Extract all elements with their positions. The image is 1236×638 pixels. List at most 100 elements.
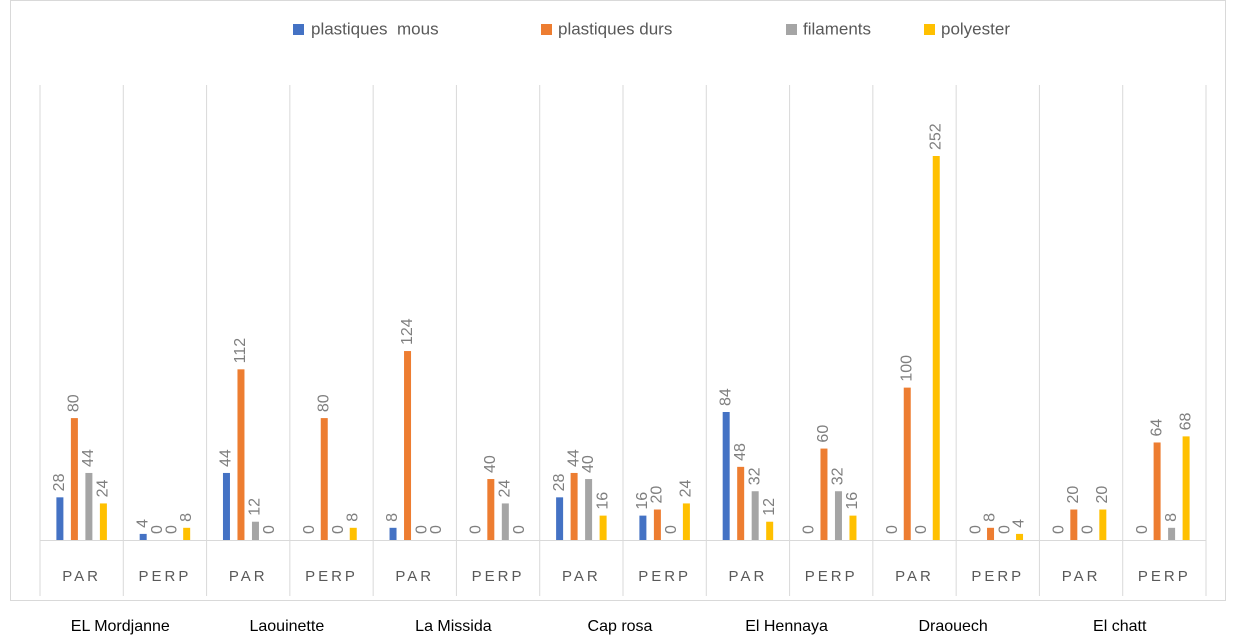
data-label: 4 <box>134 519 151 528</box>
legend-label: filaments <box>803 19 871 38</box>
data-label: 60 <box>815 425 832 443</box>
data-label: 0 <box>1080 525 1097 534</box>
data-label: 20 <box>1094 486 1111 504</box>
data-label: 0 <box>330 525 347 534</box>
bar <box>653 509 661 540</box>
data-label: 4 <box>1011 519 1028 528</box>
data-label: 24 <box>497 480 514 498</box>
group-label: El chatt <box>1093 618 1147 635</box>
group-label: Draouech <box>918 618 987 635</box>
data-label: 24 <box>678 480 695 498</box>
data-label: 0 <box>163 525 180 534</box>
group-label: La Missida <box>415 618 492 635</box>
data-label: 16 <box>594 492 611 510</box>
bar <box>903 387 911 540</box>
group-label: EL Mordjanne <box>71 618 170 635</box>
data-label: 0 <box>913 525 930 534</box>
data-label: 8 <box>982 513 999 522</box>
data-label: 0 <box>511 525 528 534</box>
x-tick-label: PAR <box>895 568 934 585</box>
data-label: 100 <box>898 355 915 382</box>
x-tick-label: PERP <box>472 568 525 585</box>
bar <box>766 521 774 540</box>
data-label: 20 <box>649 486 666 504</box>
bar <box>599 515 607 540</box>
data-label: 0 <box>1051 525 1068 534</box>
data-label: 0 <box>967 525 984 534</box>
bar <box>501 503 509 540</box>
bar <box>639 515 647 540</box>
bar <box>834 491 842 540</box>
bar <box>1168 527 1176 540</box>
bar <box>1182 436 1190 540</box>
bar <box>722 412 730 540</box>
data-label: 0 <box>663 525 680 534</box>
group-label: Cap rosa <box>588 618 653 635</box>
bar <box>237 369 245 540</box>
data-label: 0 <box>413 525 430 534</box>
group-label: Laouinette <box>249 618 324 635</box>
legend-label: polyester <box>941 19 1010 38</box>
data-label: 80 <box>66 394 83 412</box>
data-label: 0 <box>149 525 166 534</box>
data-label: 8 <box>344 513 361 522</box>
x-tick-label: PAR <box>395 568 434 585</box>
bar <box>320 418 328 540</box>
bar <box>251 521 259 540</box>
x-tick-label: PERP <box>638 568 691 585</box>
data-label: 28 <box>51 473 68 491</box>
x-tick-label: PAR <box>229 568 268 585</box>
bar <box>570 472 578 540</box>
data-label: 252 <box>927 123 944 150</box>
x-tick-label: PERP <box>971 568 1024 585</box>
data-label: 16 <box>634 492 651 510</box>
x-tick-label: PAR <box>729 568 768 585</box>
bar <box>139 533 147 540</box>
bar <box>932 156 940 540</box>
data-label: 8 <box>178 513 195 522</box>
data-label: 64 <box>1148 419 1165 437</box>
bar <box>70 418 78 540</box>
bar <box>56 497 64 540</box>
bar <box>737 466 745 540</box>
data-label: 0 <box>468 525 485 534</box>
data-label: 40 <box>580 455 597 473</box>
x-tick-label: PAR <box>562 568 601 585</box>
bar <box>183 527 191 540</box>
data-label: 12 <box>247 498 264 516</box>
bar <box>1099 509 1107 540</box>
data-label: 0 <box>801 525 818 534</box>
data-label: 20 <box>1065 486 1082 504</box>
data-label: 32 <box>746 467 763 485</box>
data-label: 28 <box>551 473 568 491</box>
x-tick-label: PERP <box>305 568 358 585</box>
bar <box>849 515 857 540</box>
data-label: 40 <box>482 455 499 473</box>
data-label: 68 <box>1177 412 1194 430</box>
data-label: 0 <box>884 525 901 534</box>
data-label: 32 <box>830 467 847 485</box>
chart-frame <box>10 0 1226 601</box>
legend-swatch <box>293 24 304 35</box>
group-label: El Hennaya <box>745 618 828 635</box>
data-label: 0 <box>261 525 278 534</box>
x-tick-label: PERP <box>138 568 191 585</box>
legend-swatch <box>924 24 935 35</box>
legend-label: plastiques mous <box>311 19 439 38</box>
data-label: 0 <box>996 525 1013 534</box>
x-tick-label: PERP <box>1138 568 1191 585</box>
data-label: 0 <box>1134 525 1151 534</box>
data-label: 24 <box>95 480 112 498</box>
bar <box>1070 509 1078 540</box>
data-label: 84 <box>717 388 734 406</box>
data-label: 44 <box>565 449 582 467</box>
bar <box>349 527 357 540</box>
bar <box>1016 533 1024 540</box>
bar <box>751 491 759 540</box>
x-tick-label: PAR <box>1062 568 1101 585</box>
data-label: 112 <box>232 338 249 364</box>
data-label: 16 <box>844 492 861 510</box>
bar <box>987 527 995 540</box>
